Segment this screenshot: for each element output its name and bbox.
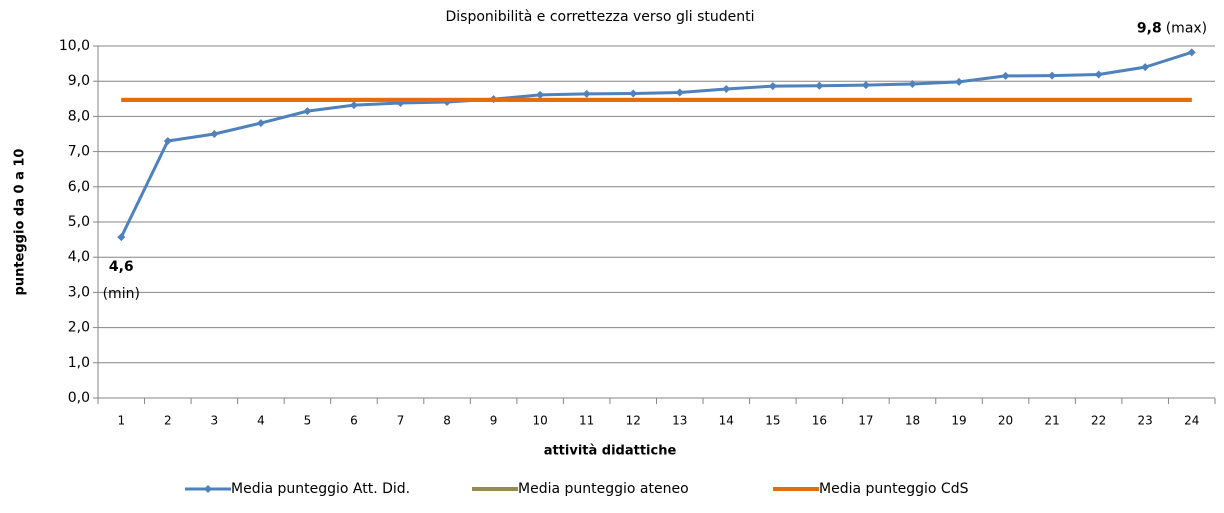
y-tick-label: 3,0 xyxy=(68,284,90,300)
point-marker xyxy=(582,89,591,98)
x-tick-label: 23 xyxy=(1138,414,1153,428)
point-marker xyxy=(256,119,265,128)
point-marker xyxy=(722,84,731,93)
point-marker xyxy=(675,88,684,97)
x-tick-label: 7 xyxy=(397,414,405,428)
legend-label: Media punteggio Att. Did. xyxy=(231,481,410,497)
x-tick-label: 17 xyxy=(858,414,873,428)
y-tick-label: 6,0 xyxy=(68,179,90,195)
x-tick-label: 12 xyxy=(626,414,641,428)
point-marker xyxy=(861,81,870,90)
point-marker xyxy=(1187,48,1196,57)
y-tick-label: 9,0 xyxy=(68,73,90,89)
point-marker xyxy=(1141,63,1150,72)
y-tick-label: 0,0 xyxy=(68,390,90,406)
x-tick-label: 15 xyxy=(765,414,780,428)
y-axis-label: punteggio da 0 a 10 xyxy=(13,149,28,296)
y-tick-label: 1,0 xyxy=(68,355,90,371)
x-tick-label: 3 xyxy=(211,414,219,428)
x-tick-label: 18 xyxy=(905,414,920,428)
x-tick-label: 4 xyxy=(257,414,265,428)
value-label: 9,8 xyxy=(1137,20,1162,36)
point-marker xyxy=(536,90,545,99)
y-tick-label: 2,0 xyxy=(68,320,90,336)
x-tick-label: 24 xyxy=(1184,414,1199,428)
y-tick-label: 10,0 xyxy=(59,38,90,54)
x-tick-label: 22 xyxy=(1091,414,1106,428)
value-label: 4,6 xyxy=(109,259,134,275)
point-marker xyxy=(210,130,219,138)
y-tick-label: 8,0 xyxy=(68,108,90,124)
point-marker xyxy=(1001,71,1010,80)
annotation: (max) xyxy=(1166,20,1207,36)
annotation: (min) xyxy=(103,286,140,302)
point-marker xyxy=(163,137,172,146)
y-tick-label: 4,0 xyxy=(68,249,90,265)
x-tick-label: 13 xyxy=(672,414,687,428)
point-marker xyxy=(1048,71,1057,80)
legend-marker xyxy=(204,485,212,493)
x-tick-label: 2 xyxy=(164,414,172,428)
x-tick-label: 5 xyxy=(304,414,312,428)
chart-title: Disponibilità e correttezza verso gli st… xyxy=(446,9,755,25)
point-marker xyxy=(1094,70,1103,79)
x-tick-label: 1 xyxy=(117,414,125,428)
point-marker xyxy=(815,81,824,90)
x-tick-label: 21 xyxy=(1044,414,1059,428)
x-tick-label: 19 xyxy=(951,414,966,428)
x-tick-label: 6 xyxy=(350,414,358,428)
x-axis-label: attività didattiche xyxy=(544,444,677,459)
legend-label: Media punteggio CdS xyxy=(819,481,969,497)
x-tick-label: 10 xyxy=(533,414,548,428)
y-tick-label: 5,0 xyxy=(68,214,90,230)
x-tick-label: 11 xyxy=(579,414,594,428)
y-tick-label: 7,0 xyxy=(68,144,90,160)
point-marker xyxy=(303,107,312,116)
point-marker xyxy=(908,80,917,89)
point-marker xyxy=(629,89,638,98)
point-marker xyxy=(768,82,777,91)
series-line xyxy=(119,50,1193,238)
x-tick-label: 9 xyxy=(490,414,498,428)
x-tick-label: 20 xyxy=(998,414,1013,428)
x-tick-label: 8 xyxy=(443,414,451,428)
point-marker xyxy=(349,101,358,110)
point-marker xyxy=(117,233,126,242)
legend-label: Media punteggio ateneo xyxy=(518,481,689,497)
x-tick-label: 16 xyxy=(812,414,827,428)
x-tick-label: 14 xyxy=(719,414,734,428)
point-marker xyxy=(955,77,964,86)
